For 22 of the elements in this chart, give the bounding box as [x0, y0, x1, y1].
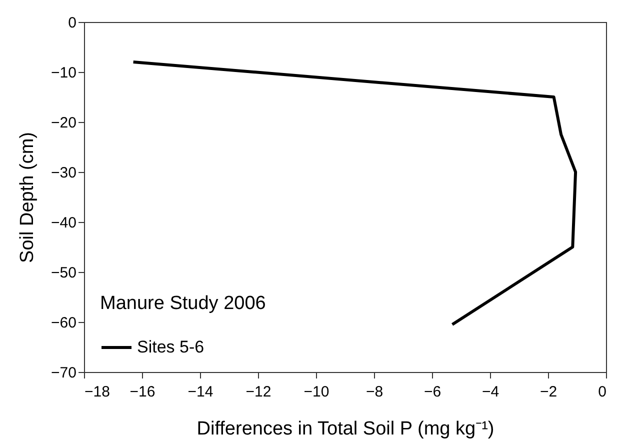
- x-tick-label: −6: [424, 384, 442, 400]
- y-tick-label: 0: [68, 14, 76, 32]
- y-tick-label: −10: [51, 64, 76, 82]
- x-tick-label: −4: [482, 384, 500, 400]
- x-tick-label: −14: [188, 384, 214, 400]
- x-tick-label: −2: [540, 384, 558, 400]
- legend-title: Manure Study 2006: [100, 293, 266, 314]
- y-tick-label: −70: [51, 364, 76, 382]
- x-tick-label: −10: [304, 384, 330, 400]
- x-tick-label: −8: [366, 384, 384, 400]
- y-tick-label: −20: [51, 114, 76, 132]
- x-tick-label: −18: [84, 384, 110, 400]
- x-axis-title: Differences in Total Soil P (mg kg⁻¹): [196, 418, 494, 440]
- x-tick-label: −12: [246, 384, 272, 400]
- y-tick-label: −40: [51, 214, 76, 232]
- y-tick-label: −50: [51, 264, 76, 282]
- y-tick-label: −60: [51, 314, 76, 332]
- y-tick-label: −30: [51, 164, 76, 182]
- legend-label: Sites 5-6: [137, 338, 204, 356]
- x-tick-label: −16: [130, 384, 156, 400]
- x-tick-label: 0: [598, 384, 606, 400]
- y-axis-title: Soil Depth (cm): [17, 132, 38, 263]
